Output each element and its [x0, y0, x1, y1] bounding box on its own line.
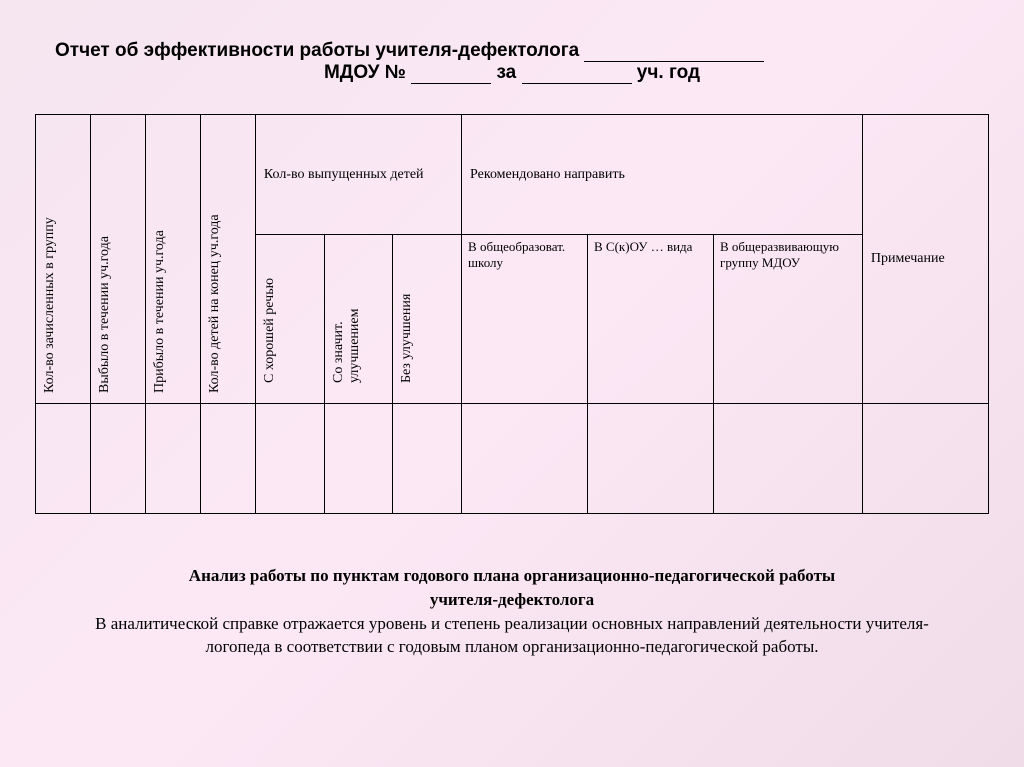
- col-arrived-label: Прибыло в течении уч.года: [150, 119, 170, 399]
- col-enrolled-label: Кол-во зачисленных в группу: [40, 119, 60, 399]
- cell-general-group: [714, 404, 863, 514]
- cell-general-school: [462, 404, 588, 514]
- title-prefix: Отчет об эффективности работы учителя-де…: [55, 40, 579, 61]
- sub-general-group: В общеразвивающую группу МДОУ: [714, 235, 863, 404]
- header-row-1: Кол-во зачисленных в группу Выбыло в теч…: [36, 115, 989, 235]
- footer-title-2: учителя-дефектолога: [65, 588, 959, 612]
- cell-good-speech: [255, 404, 324, 514]
- title-block: Отчет об эффективности работы учителя-де…: [35, 40, 989, 84]
- sub-no-improvement-label: Без улучшения: [397, 239, 417, 389]
- sub-special-label: В С(к)ОУ … вида: [594, 239, 692, 254]
- data-row: [36, 404, 989, 514]
- col-enrolled: Кол-во зачисленных в группу: [36, 115, 91, 404]
- col-recommended-label: Рекомендовано направить: [470, 167, 625, 182]
- footer-body: В аналитической справке отражается урове…: [65, 612, 959, 660]
- col-end: Кол-во детей на конец уч.года: [200, 115, 255, 404]
- col-released-label: Кол-во выпущенных детей: [264, 167, 424, 182]
- col-arrived: Прибыло в течении уч.года: [145, 115, 200, 404]
- sub-no-improvement: Без улучшения: [393, 235, 462, 404]
- col-end-label: Кол-во детей на конец уч.года: [205, 119, 225, 399]
- blank-year: [522, 66, 632, 84]
- cell-note: [862, 404, 988, 514]
- cell-left: [90, 404, 145, 514]
- cell-special: [588, 404, 714, 514]
- col-left-label: Выбыло в течении уч.года: [95, 119, 115, 399]
- title-year: уч. год: [637, 62, 700, 83]
- title-mdou: МДОУ №: [324, 62, 406, 83]
- footer-title-1: Анализ работы по пунктам годового плана …: [65, 564, 959, 588]
- title-line-2: МДОУ № за уч. год: [35, 62, 989, 84]
- sub-good-speech: С хорошей речью: [255, 235, 324, 404]
- cell-arrived: [145, 404, 200, 514]
- col-recommended-group: Рекомендовано направить: [462, 115, 863, 235]
- title-line-1: Отчет об эффективности работы учителя-де…: [35, 40, 989, 62]
- col-released-group: Кол-во выпущенных детей: [255, 115, 461, 235]
- col-note: Примечание: [862, 115, 988, 404]
- cell-improvement: [324, 404, 393, 514]
- cell-end: [200, 404, 255, 514]
- cell-no-improvement: [393, 404, 462, 514]
- sub-improvement-label: Со значит. улучшением: [329, 239, 365, 389]
- sub-improvement: Со значит. улучшением: [324, 235, 393, 404]
- footer-block: Анализ работы по пунктам годового плана …: [35, 564, 989, 659]
- cell-enrolled: [36, 404, 91, 514]
- title-za: за: [496, 62, 516, 83]
- sub-general-group-label: В общеразвивающую группу МДОУ: [720, 239, 839, 270]
- blank-number: [411, 66, 491, 84]
- col-note-label: Примечание: [871, 251, 945, 266]
- sub-general-school: В общеобразоват. школу: [462, 235, 588, 404]
- sub-special: В С(к)ОУ … вида: [588, 235, 714, 404]
- sub-general-school-label: В общеобразоват. школу: [468, 239, 565, 270]
- blank-name: [584, 44, 764, 62]
- report-table: Кол-во зачисленных в группу Выбыло в теч…: [35, 114, 989, 514]
- sub-good-speech-label: С хорошей речью: [260, 239, 280, 389]
- col-left: Выбыло в течении уч.года: [90, 115, 145, 404]
